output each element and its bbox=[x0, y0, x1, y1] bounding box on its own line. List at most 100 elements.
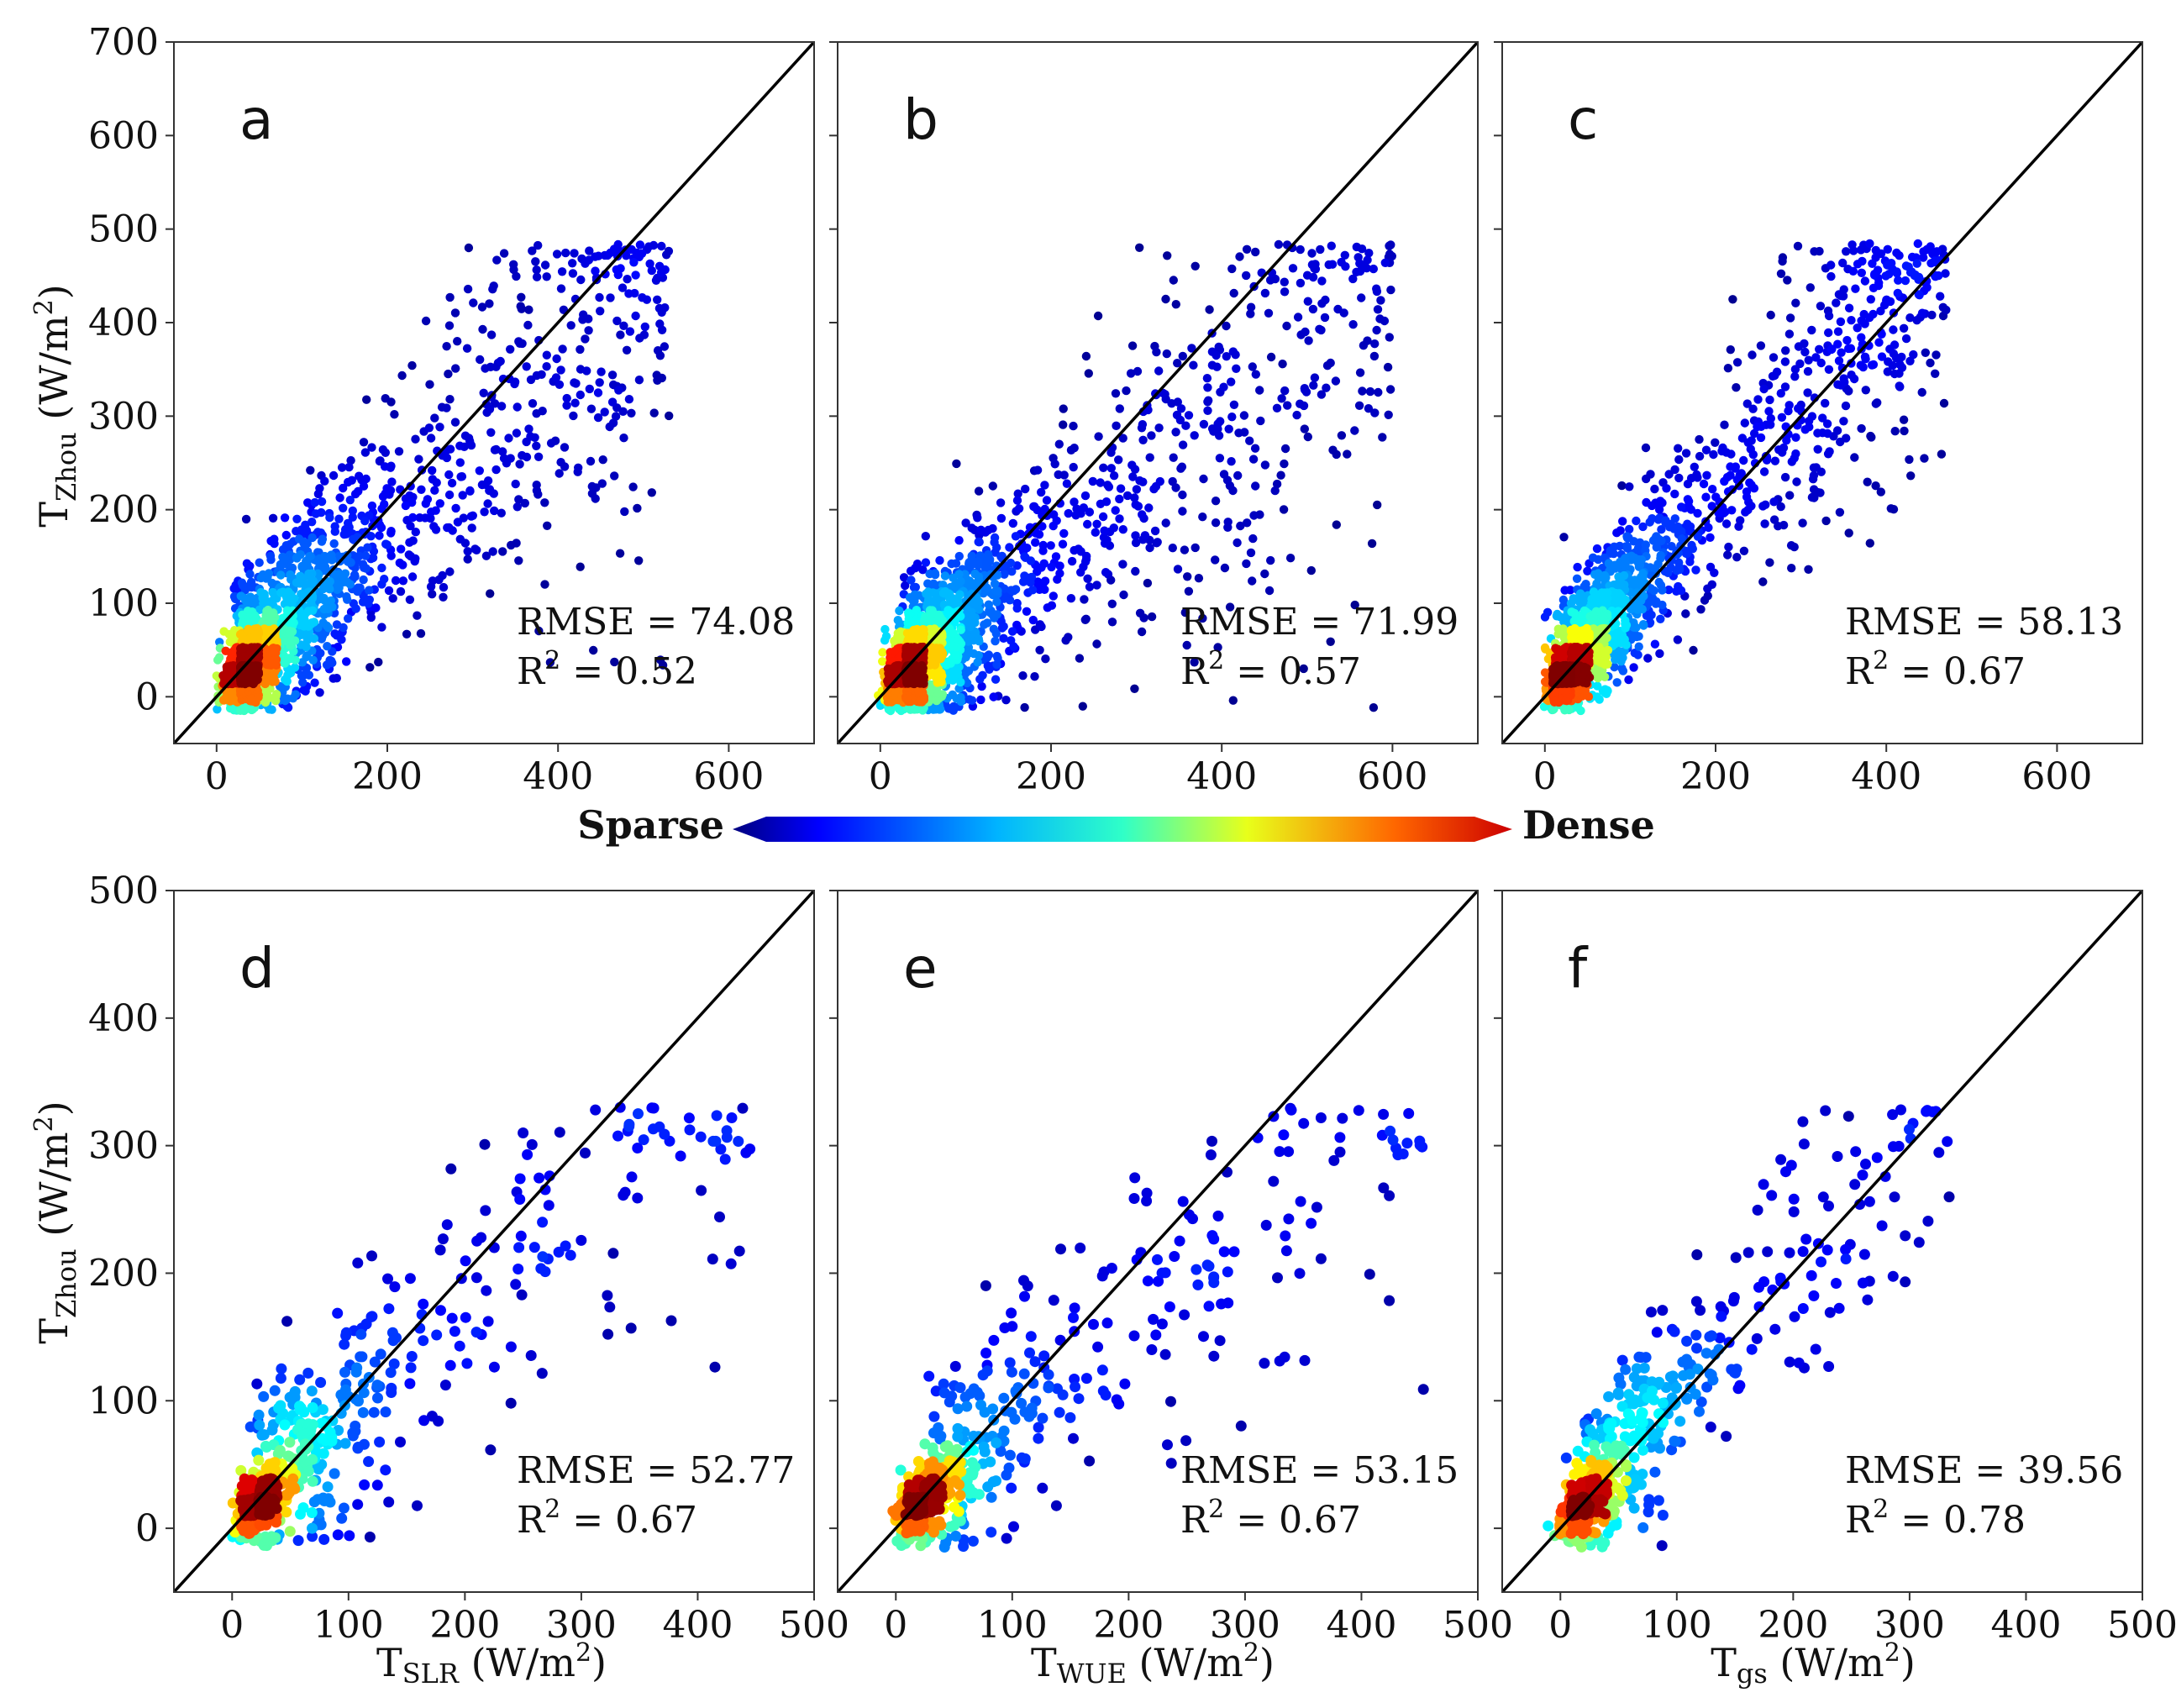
data-point bbox=[634, 556, 644, 565]
data-point bbox=[1132, 485, 1142, 494]
data-point bbox=[1114, 455, 1123, 465]
data-point bbox=[308, 655, 318, 665]
data-point bbox=[893, 616, 903, 625]
data-point bbox=[1367, 539, 1377, 549]
data-point bbox=[1133, 366, 1143, 376]
data-point bbox=[260, 629, 271, 639]
data-point bbox=[1180, 607, 1190, 618]
data-point bbox=[1280, 444, 1290, 454]
data-point bbox=[219, 627, 229, 636]
data-point bbox=[1280, 277, 1290, 286]
data-point bbox=[488, 285, 497, 294]
data-point bbox=[956, 677, 965, 687]
data-point bbox=[645, 259, 654, 269]
data-point bbox=[280, 513, 290, 523]
data-point bbox=[1296, 278, 1306, 288]
one-to-one-line bbox=[174, 42, 814, 744]
data-point bbox=[1049, 591, 1059, 601]
data-point bbox=[632, 248, 642, 258]
data-point bbox=[989, 610, 998, 619]
data-point bbox=[956, 625, 965, 634]
data-point bbox=[947, 559, 956, 569]
data-point bbox=[584, 326, 593, 335]
data-point bbox=[1011, 585, 1021, 594]
data-point bbox=[578, 315, 587, 324]
data-point bbox=[576, 390, 585, 400]
data-point bbox=[425, 380, 434, 389]
data-point bbox=[647, 488, 656, 497]
data-point bbox=[1000, 570, 1009, 579]
data-point bbox=[895, 606, 904, 616]
data-point bbox=[1198, 512, 1207, 522]
data-point bbox=[589, 645, 598, 655]
data-point bbox=[1020, 571, 1029, 581]
data-point bbox=[287, 563, 297, 573]
data-point bbox=[890, 667, 899, 677]
data-point bbox=[1005, 543, 1014, 552]
data-point bbox=[308, 576, 318, 586]
data-point bbox=[963, 606, 972, 615]
data-point bbox=[1378, 433, 1387, 442]
data-point bbox=[1055, 561, 1064, 570]
r2-label: R2 = 0.52 bbox=[517, 646, 697, 693]
data-point bbox=[276, 561, 286, 571]
data-point bbox=[1278, 360, 1287, 369]
data-point bbox=[490, 506, 499, 516]
data-point bbox=[343, 595, 352, 604]
data-point bbox=[1012, 598, 1022, 608]
data-point bbox=[555, 380, 565, 389]
data-point bbox=[450, 418, 460, 427]
data-point bbox=[284, 628, 294, 638]
data-point bbox=[512, 428, 522, 438]
data-point bbox=[255, 558, 264, 567]
data-point bbox=[1245, 436, 1254, 445]
data-point bbox=[1383, 362, 1393, 372]
data-point bbox=[375, 456, 385, 466]
data-point bbox=[1163, 251, 1172, 260]
data-point bbox=[560, 462, 570, 471]
data-point bbox=[614, 386, 623, 395]
data-point bbox=[1308, 272, 1318, 282]
data-point bbox=[1219, 382, 1228, 392]
data-point bbox=[271, 691, 281, 701]
data-point bbox=[568, 259, 577, 268]
data-point bbox=[380, 462, 390, 471]
data-point bbox=[1096, 478, 1105, 487]
data-point bbox=[1118, 525, 1128, 534]
data-point bbox=[445, 567, 455, 576]
data-point bbox=[1018, 671, 1028, 681]
data-point bbox=[360, 551, 371, 560]
data-point bbox=[270, 534, 279, 544]
data-point bbox=[1248, 533, 1258, 544]
data-point bbox=[1091, 528, 1101, 537]
data-point bbox=[302, 526, 312, 535]
data-point bbox=[265, 551, 276, 560]
data-point bbox=[615, 549, 625, 558]
data-point bbox=[1385, 385, 1395, 394]
data-point bbox=[1355, 259, 1364, 268]
data-point bbox=[902, 694, 912, 703]
data-point bbox=[1143, 578, 1153, 588]
data-point bbox=[238, 610, 247, 619]
data-point bbox=[1094, 432, 1103, 441]
data-point bbox=[486, 589, 495, 598]
data-point bbox=[408, 512, 418, 523]
data-point bbox=[610, 471, 619, 481]
data-point bbox=[463, 554, 472, 564]
data-point bbox=[1203, 383, 1212, 392]
data-point bbox=[405, 595, 415, 604]
data-point bbox=[361, 474, 371, 484]
data-point bbox=[1306, 565, 1317, 575]
data-point bbox=[1288, 264, 1298, 273]
data-point bbox=[587, 489, 597, 498]
y-tick-label: 500 bbox=[88, 208, 159, 251]
data-point bbox=[624, 289, 633, 298]
data-point bbox=[1030, 672, 1039, 681]
data-point bbox=[1374, 387, 1383, 397]
data-point bbox=[485, 299, 494, 308]
data-point bbox=[268, 513, 278, 523]
data-point bbox=[478, 324, 487, 334]
data-point bbox=[496, 356, 505, 366]
data-point bbox=[1227, 377, 1236, 386]
data-point bbox=[1070, 497, 1079, 507]
